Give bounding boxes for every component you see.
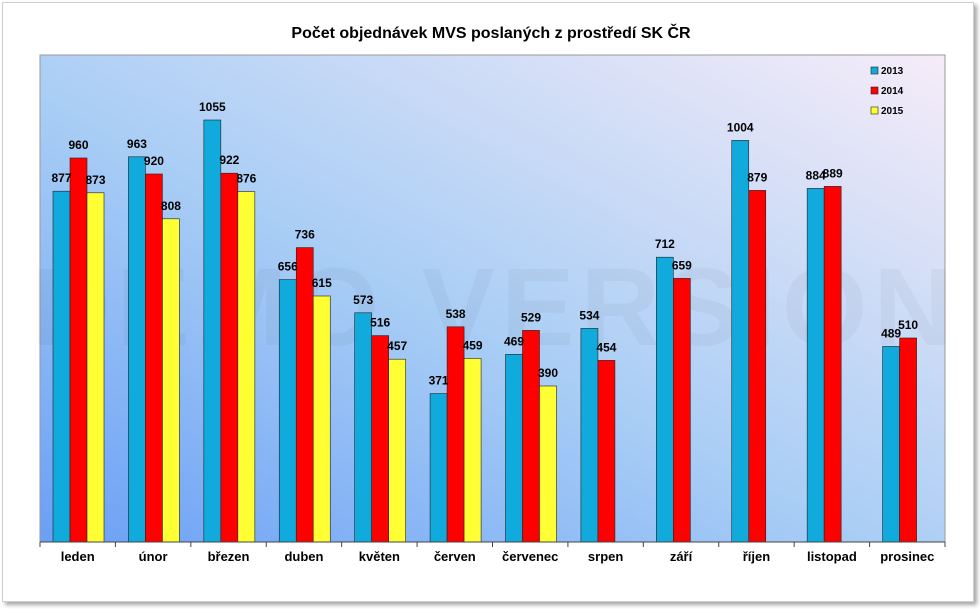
data-label: 534 bbox=[579, 308, 599, 322]
bar-2014-listopad bbox=[823, 186, 842, 543]
bar-2013-prosinec bbox=[882, 346, 900, 543]
data-label: 615 bbox=[312, 276, 332, 290]
data-label: 1004 bbox=[727, 120, 754, 134]
bar-2015-leden bbox=[86, 192, 105, 543]
x-tick-label: duben bbox=[284, 549, 323, 564]
bar-2013-březen bbox=[203, 119, 222, 543]
bar-2014-květen bbox=[371, 335, 389, 543]
bar-2015-březen bbox=[237, 191, 256, 543]
bar-2014-srpen bbox=[597, 360, 616, 543]
bar-2015-červenec bbox=[539, 385, 557, 543]
data-label: 538 bbox=[446, 307, 466, 321]
data-label: 873 bbox=[85, 173, 105, 187]
data-label: 454 bbox=[596, 340, 616, 354]
x-tick-label: srpen bbox=[588, 549, 623, 564]
data-label: 712 bbox=[655, 237, 675, 251]
bar-2013-květen bbox=[354, 312, 372, 543]
data-label: 469 bbox=[504, 334, 524, 348]
x-tick-label: červenec bbox=[502, 549, 558, 564]
bar-2014-leden bbox=[69, 157, 88, 543]
data-label: 889 bbox=[823, 166, 843, 180]
data-label: 920 bbox=[144, 154, 164, 168]
data-label: 963 bbox=[127, 137, 147, 151]
x-tick-label: červen bbox=[434, 549, 476, 564]
bar-2015-červen bbox=[463, 358, 482, 543]
bar-2013-říjen bbox=[731, 140, 750, 543]
x-tick-label: únor bbox=[139, 549, 168, 564]
plot-area bbox=[39, 54, 946, 543]
bar-2013-únor bbox=[128, 156, 146, 543]
data-label: 879 bbox=[747, 170, 767, 184]
bar-2014-červenec bbox=[522, 330, 540, 543]
data-label: 884 bbox=[806, 168, 826, 182]
legend-label: 2015 bbox=[881, 106, 904, 117]
data-label: 489 bbox=[881, 326, 901, 340]
bar-2015-květen bbox=[388, 358, 406, 543]
x-tick-label: září bbox=[670, 549, 693, 564]
data-label: 659 bbox=[672, 258, 692, 272]
bar-2013-listopad bbox=[806, 188, 825, 543]
bar-2014-duben bbox=[295, 247, 314, 543]
bar-2014-září bbox=[673, 278, 691, 543]
chart-title: Počet objednávek MVS poslaných z prostře… bbox=[291, 25, 691, 42]
bar-2014-červen bbox=[446, 326, 465, 543]
data-label: 1055 bbox=[199, 100, 226, 114]
x-tick-label: říjen bbox=[743, 549, 771, 564]
data-label: 876 bbox=[236, 172, 256, 186]
data-label: 371 bbox=[429, 374, 449, 388]
bar-2014-prosinec bbox=[899, 337, 917, 543]
data-label: 573 bbox=[353, 293, 373, 307]
data-label: 529 bbox=[521, 310, 541, 324]
bar-2013-červen bbox=[429, 393, 448, 543]
data-label: 808 bbox=[161, 199, 181, 213]
x-tick-label: prosinec bbox=[880, 549, 934, 564]
bar-2013-duben bbox=[278, 279, 297, 543]
legend-swatch-2015 bbox=[870, 106, 879, 115]
bar-2014-říjen bbox=[748, 190, 767, 543]
data-label: 390 bbox=[538, 366, 558, 380]
legend-label: 2013 bbox=[881, 66, 904, 77]
x-tick-label: leden bbox=[61, 549, 95, 564]
x-tick-label: březen bbox=[208, 549, 250, 564]
bar-2015-únor bbox=[162, 218, 180, 543]
bar-2015-duben bbox=[312, 295, 331, 543]
legend-swatch-2013 bbox=[870, 66, 879, 75]
bar-2014-březen bbox=[220, 172, 239, 543]
data-label: 922 bbox=[219, 153, 239, 167]
x-tick-label: květen bbox=[359, 549, 400, 564]
bar-2013-srpen bbox=[580, 328, 599, 543]
legend-label: 2014 bbox=[881, 86, 904, 97]
data-label: 960 bbox=[68, 138, 88, 152]
data-label: 736 bbox=[295, 228, 315, 242]
bar-2014-únor bbox=[145, 173, 163, 543]
bar-2013-září bbox=[656, 256, 674, 543]
legend-swatch-2014 bbox=[870, 86, 879, 95]
data-label: 877 bbox=[51, 171, 71, 185]
x-tick-label: listopad bbox=[807, 549, 857, 564]
data-label: 656 bbox=[278, 260, 298, 274]
data-label: 516 bbox=[370, 316, 390, 330]
bar-2013-červenec bbox=[505, 354, 523, 543]
data-label: 459 bbox=[463, 338, 483, 352]
data-label: 457 bbox=[387, 339, 407, 353]
data-label: 510 bbox=[898, 318, 918, 332]
bar-2013-leden bbox=[52, 190, 71, 543]
